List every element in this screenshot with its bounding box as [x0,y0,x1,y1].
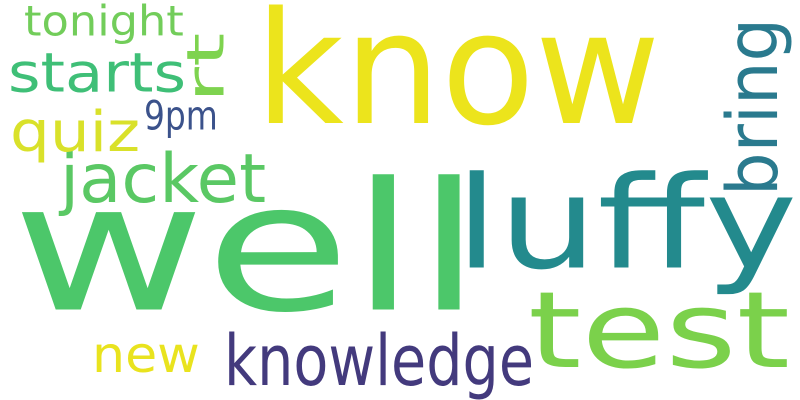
word-well: well [12,143,482,353]
word-test: test [528,268,791,393]
word-knowledge: knowledge [224,319,535,400]
word-quiz: quiz [10,98,141,165]
word-9pm: 9pm [144,92,218,140]
word-know: know [255,0,661,161]
word-luffy: luffy [455,148,798,299]
word-bring: bring [711,17,794,197]
word-new: new [92,325,200,384]
word-starts: starts [8,41,187,105]
word-jacket: jacket [60,138,267,219]
word-tonight: tonight [24,0,184,46]
